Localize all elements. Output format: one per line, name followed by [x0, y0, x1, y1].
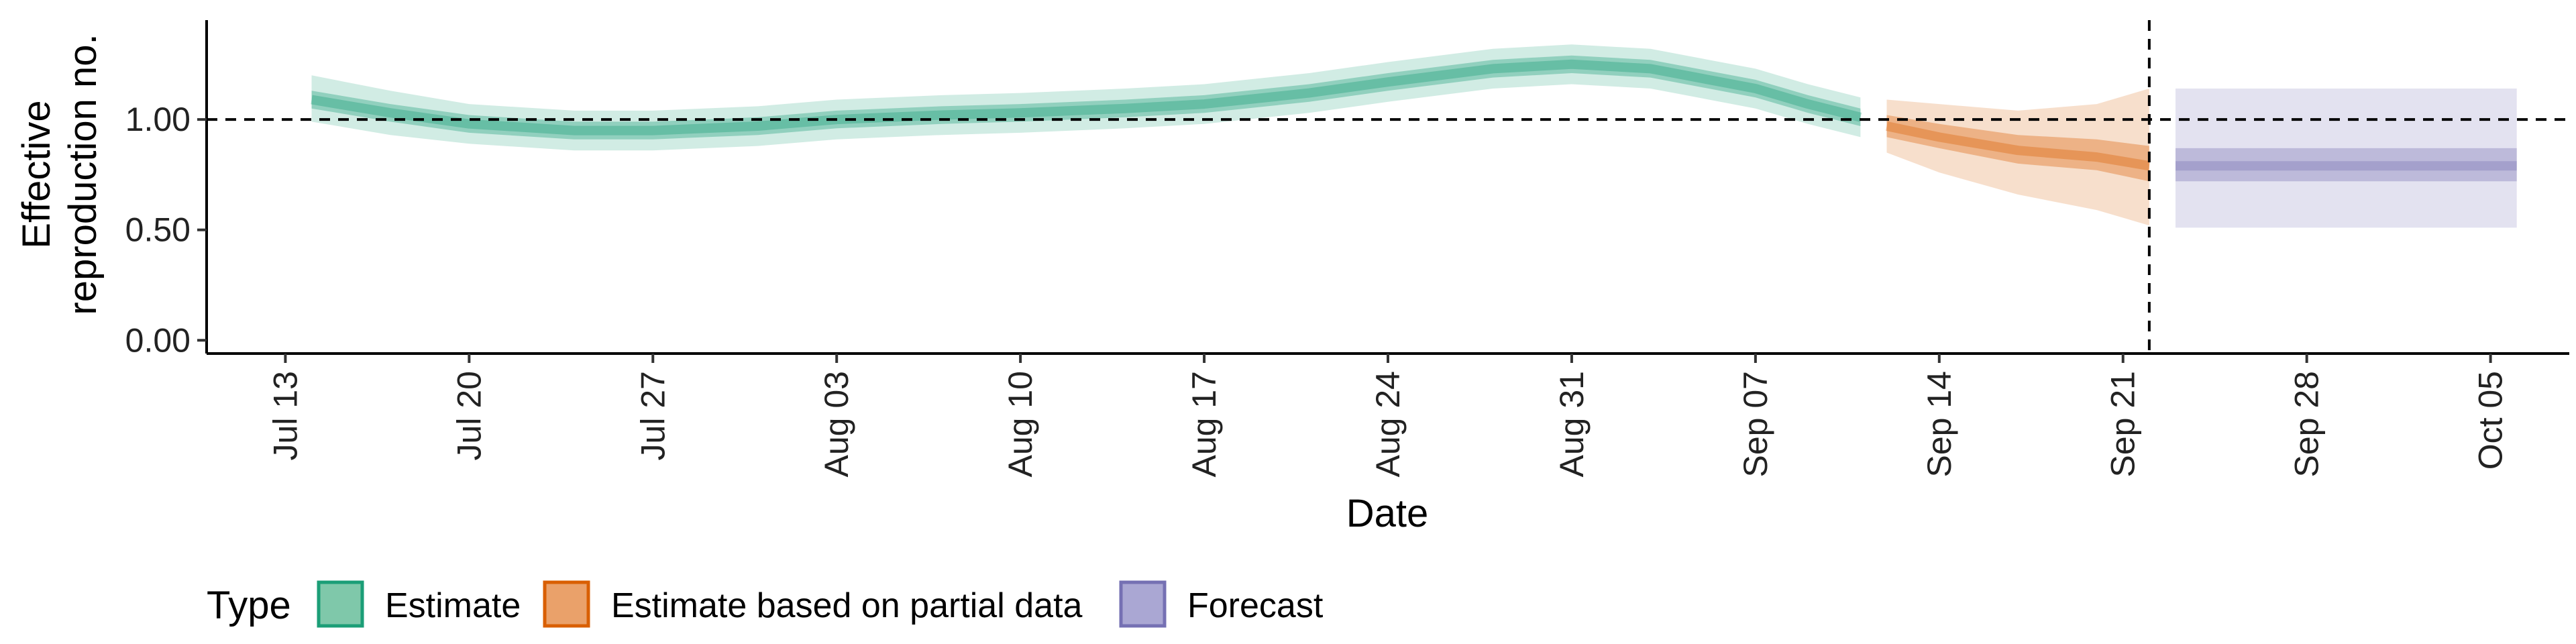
x-axis-title: Date — [1346, 492, 1429, 535]
x-tick-label: Jul 20 — [450, 371, 488, 460]
x-tick-label: Aug 31 — [1553, 371, 1591, 477]
x-tick-label: Sep 14 — [1921, 371, 1958, 477]
y-tick-label: 1.00 — [125, 101, 191, 138]
median-estimate — [311, 59, 1862, 136]
band-90-estimate — [311, 44, 1861, 151]
band-90-estimate-based-on-partial-data — [1886, 89, 2149, 226]
x-tick-label: Jul 27 — [634, 371, 672, 460]
legend-label-partial: Estimate based on partial data — [611, 586, 1083, 625]
y-tick-label: 0.00 — [125, 321, 191, 359]
x-tick-label: Jul 13 — [266, 371, 304, 460]
band-50-estimate-based-on-partial-data — [1886, 115, 2149, 182]
y-tick-label: 0.50 — [125, 211, 191, 249]
x-tick-label: Aug 24 — [1369, 371, 1407, 477]
band-50-forecast — [2176, 148, 2517, 182]
medians-layer — [311, 59, 2517, 171]
x-tick-label: Oct 05 — [2472, 371, 2510, 470]
x-tick-label: Sep 21 — [2104, 371, 2142, 477]
band-50-estimate — [311, 55, 1861, 140]
legend-label-estimate: Estimate — [385, 586, 521, 625]
x-ticks-layer: Jul 13 Jul 20 Jul 27 Aug 03 Aug 10 Aug 17 Aug … — [266, 354, 2510, 477]
legend-label-forecast: Forecast — [1187, 586, 1324, 625]
x-tick-label: Sep 07 — [1737, 371, 1774, 477]
y-axis-title-line-1: Effective — [15, 100, 58, 248]
legend: Type Estimate Estimate based on partial … — [207, 580, 1324, 628]
x-tick-label: Sep 28 — [2288, 371, 2326, 477]
legend-swatch-forecast — [1119, 580, 1167, 628]
y-ticks-layer: 0.00 0.50 1.00 — [125, 101, 207, 359]
y-axis-title-line-2: reproduction no. — [61, 34, 105, 315]
bands-layer — [311, 44, 2517, 228]
band-90-forecast — [2176, 89, 2517, 228]
x-tick-label: Aug 10 — [1002, 371, 1039, 477]
median-estimate-based-on-partial-data — [1886, 121, 2151, 171]
legend-title: Type — [207, 584, 291, 627]
x-tick-label: Aug 17 — [1185, 371, 1223, 477]
legend-swatch-partial — [543, 580, 590, 628]
legend-swatch-estimate — [317, 580, 364, 628]
x-tick-label: Aug 03 — [818, 371, 855, 477]
